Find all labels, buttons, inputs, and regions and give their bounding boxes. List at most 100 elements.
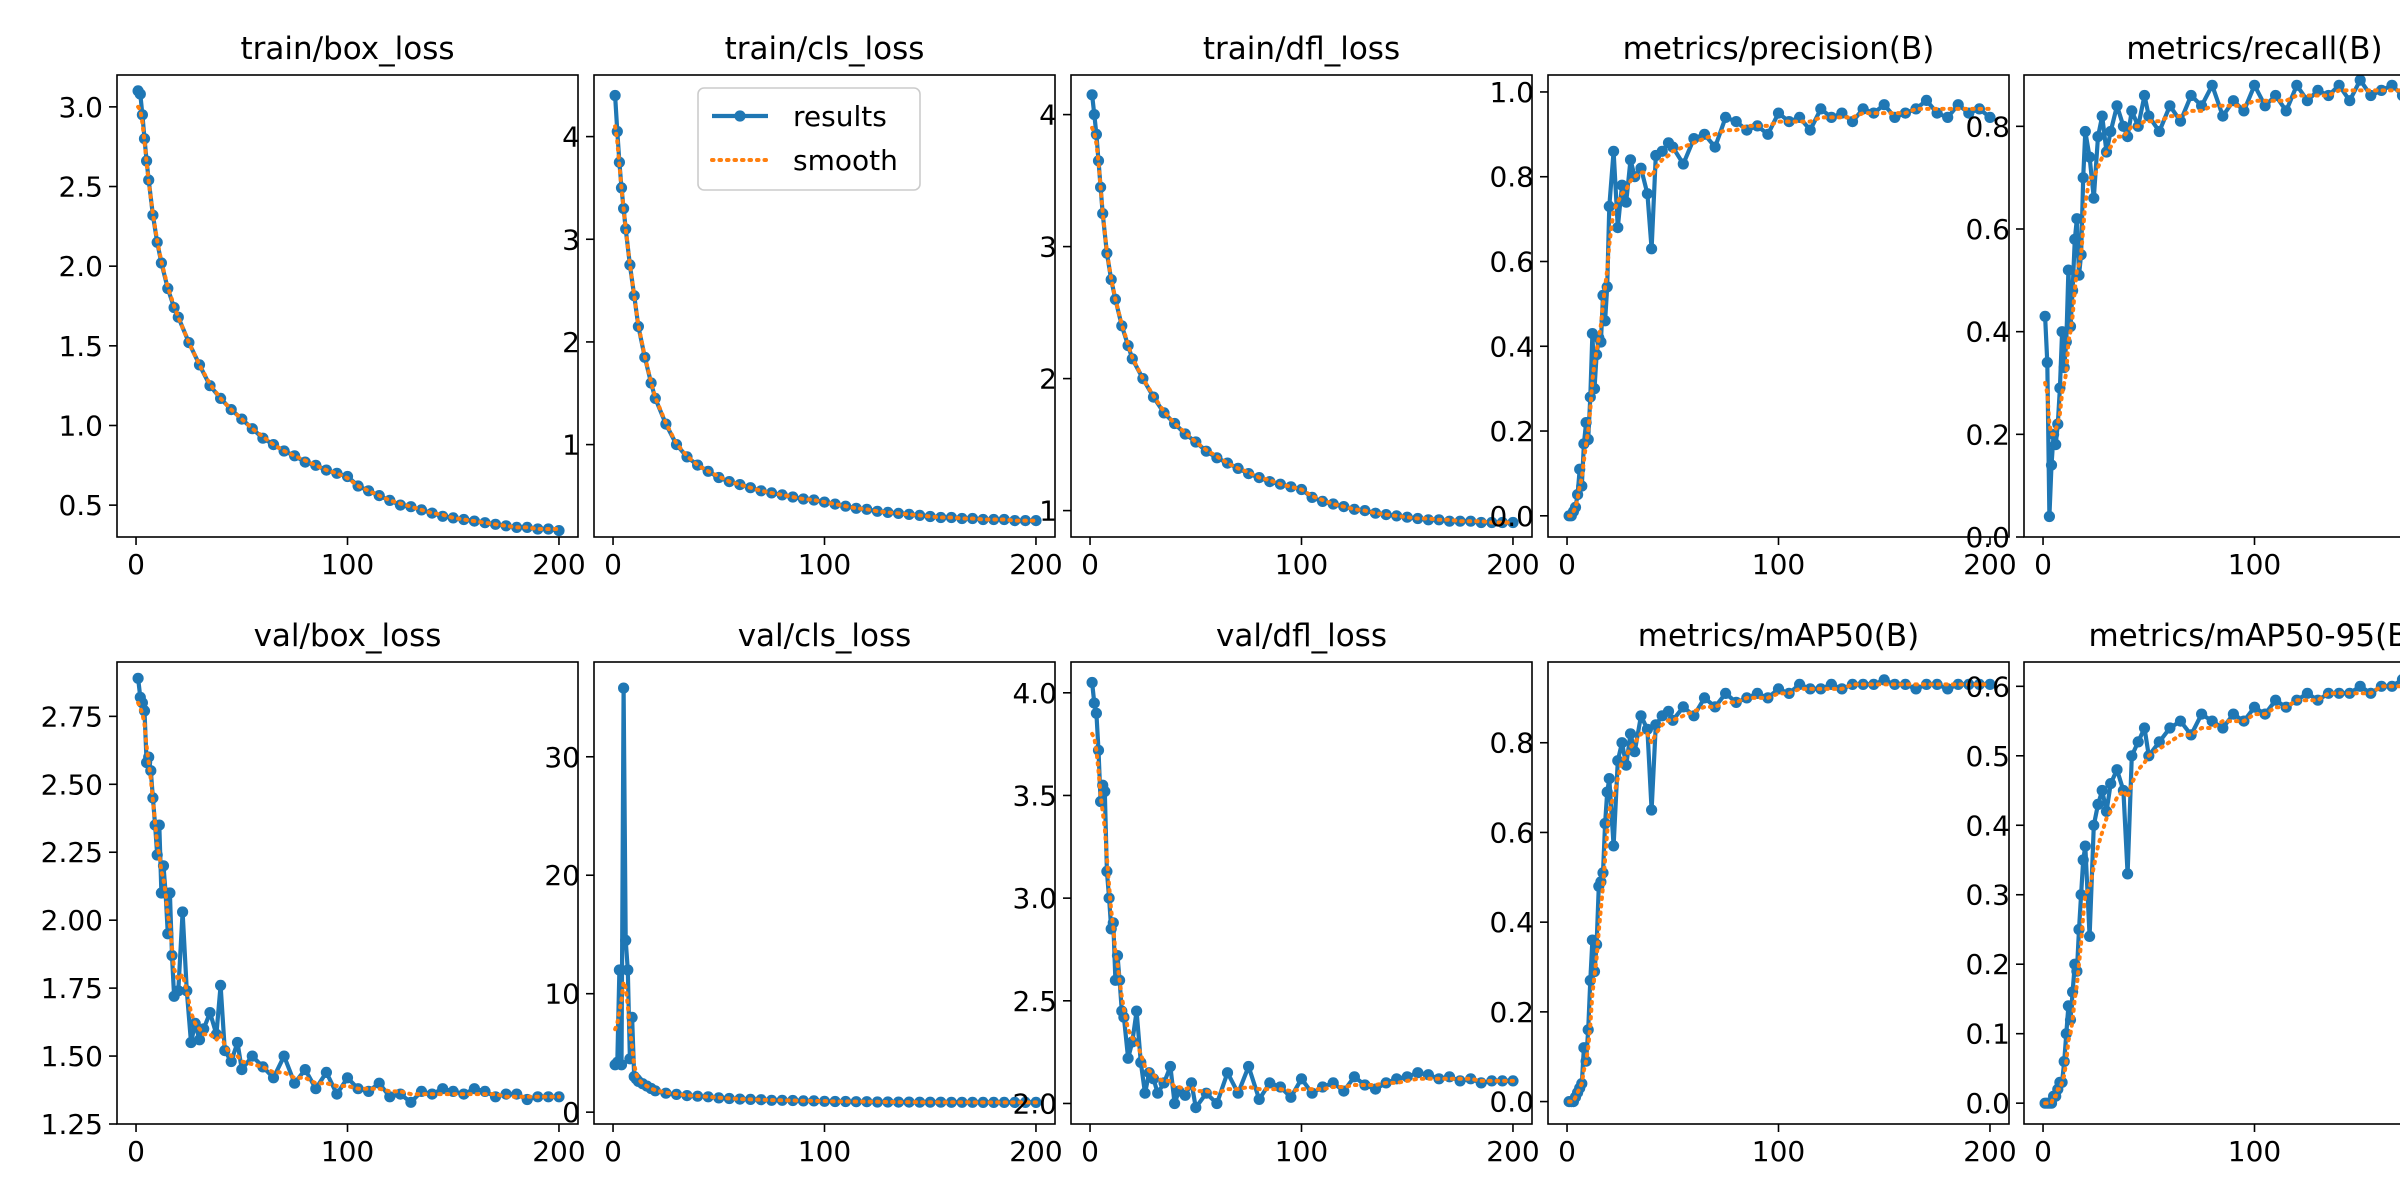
y-tick-label: 0.6 [1965,213,2010,246]
results-point [289,1077,301,1089]
x-tick-label: 100 [2228,1135,2281,1168]
x-tick-label: 0 [604,548,622,581]
results-point [2138,89,2151,102]
results-point [384,1091,396,1103]
results-point [2105,125,2117,138]
results-point [1169,1097,1181,1110]
x-tick-label: 100 [798,1135,851,1168]
results-point [1601,786,1613,798]
results-point [1097,208,1109,220]
smooth-line [136,104,561,531]
subplot-3: metrics/precision(B)0 100 2000.00.20.40.60… [1489,31,2016,581]
y-tick-label: 0.2 [1489,415,1534,448]
smooth-line [1090,125,1515,525]
results-point [1122,1052,1134,1064]
results-point [2096,784,2108,797]
y-tick-label: 0.6 [1489,816,1534,849]
results-line [1089,680,1516,1110]
results-point [1984,111,1996,123]
y-tick-label: 0.8 [1489,727,1534,760]
results-point [1496,516,1508,529]
subplot-2: train/dfl_loss 0 100 200 1 2 3 4 [1039,31,1540,581]
results-point [1086,89,1098,101]
subplot-6: val/cls_loss 0 100 200 0 10 20 30 [544,618,1062,1168]
results-point [2386,79,2398,91]
results-point [1920,678,1933,691]
results-point [755,1094,767,1106]
results-point [2344,95,2356,107]
results-point [2174,115,2187,127]
results-point [2196,708,2208,720]
results-point [2079,125,2091,138]
x-tick-label: 100 [1275,1135,1328,1168]
results-point [1698,692,1711,704]
results-line [612,685,1039,1105]
results-point [618,682,630,694]
results-point [1327,1077,1339,1089]
results-point [172,985,184,997]
y-tick-label: 2.25 [41,836,103,869]
y-tick-label: 1.25 [41,1108,103,1141]
subplot-title: val/dfl_loss [1216,618,1387,654]
x-tick-label: 0 [1081,1135,1099,1168]
results-point [1709,141,1721,153]
y-tick-label: 2.5 [1012,985,1057,1018]
results-point [2050,439,2062,451]
results-point [2132,736,2144,748]
results-point [1285,1091,1297,1103]
y-tick-label: 2.50 [41,768,103,801]
x-tick-label: 200 [1963,548,2016,581]
results-point [903,508,915,520]
results-point [2354,75,2366,86]
y-tick-label: 1.75 [41,972,103,1005]
results-point [1088,697,1100,709]
results-point [1185,1077,1198,1089]
results-point [2062,264,2074,276]
results-point [1465,1073,1477,1085]
results-point [1131,1005,1143,1017]
results-point [2270,694,2282,706]
results-point [2043,510,2055,523]
results-point [1878,99,1890,111]
results-point [1650,719,1662,731]
results-point [2196,100,2208,112]
results-point [225,1055,237,1068]
results-point [1164,1060,1176,1073]
smooth-line [136,700,561,1099]
subplot-0: train/box_loss 0 100 200 0.5 1.0 1.5 2.0 2.5 3.0 [58,31,585,581]
y-tick-label: 0.4 [1489,906,1534,939]
x-tick-label: 200 [1009,1135,1062,1168]
smooth-line [2043,88,2400,437]
results-point [808,1095,820,1107]
y-tick-label: 2 [1039,363,1057,396]
results-line [2042,678,2400,1106]
results-point [1641,723,1653,735]
results-point [246,1050,258,1062]
x-tick-label: 0 [127,548,145,581]
plot-area [2039,75,2400,523]
y-tick-label: 0.8 [1965,110,2010,143]
smooth-line [1090,731,1515,1096]
y-tick-label: 0.2 [1965,948,2010,981]
results-point [198,1023,210,1035]
results-point [2117,120,2129,132]
y-tick-label: 2.0 [1012,1087,1057,1120]
results-point [2301,687,2313,699]
y-tick-label: 4 [1039,99,1057,132]
results-point [2206,79,2218,91]
results-point [299,1064,311,1076]
results-point [1578,1042,1590,1054]
results-line [1089,92,1516,525]
results-point [1030,515,1042,527]
results-point [1662,705,1675,717]
results-point [622,964,634,976]
results-point [236,1064,248,1076]
results-point [2111,100,2123,112]
results-point [1952,678,1964,691]
results-point [966,1096,979,1108]
y-tick-label: 4 [562,121,580,154]
results-point [231,1036,244,1049]
results-point [1624,728,1637,740]
results-point [1612,222,1624,234]
